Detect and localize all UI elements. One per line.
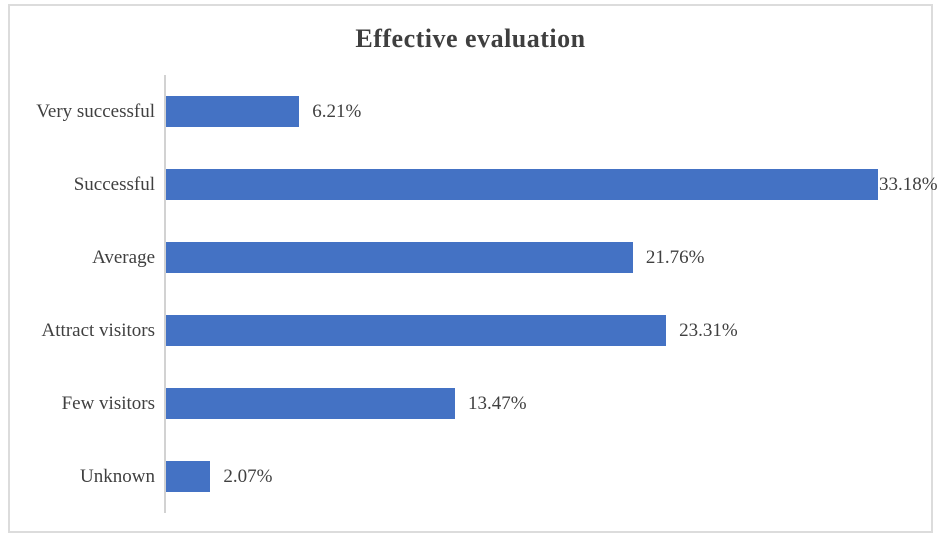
- bar: [166, 461, 211, 492]
- bar-track: 23.31%: [164, 294, 931, 367]
- bar-track: 33.18%: [164, 148, 938, 221]
- bar: [166, 315, 667, 346]
- chart-row: Few visitors 13.47%: [10, 367, 931, 440]
- plot-area: Very successful 6.21% Successful 33.18% …: [10, 75, 938, 513]
- chart-row: Unknown 2.07%: [10, 440, 931, 513]
- category-label: Unknown: [80, 465, 155, 487]
- chart-row: Very successful 6.21%: [10, 75, 931, 148]
- chart-row: Average 21.76%: [10, 221, 931, 294]
- value-label: 23.31%: [679, 319, 738, 341]
- chart-frame: Effective evaluation Very successful 6.2…: [8, 4, 938, 533]
- value-label: 13.47%: [468, 392, 527, 414]
- bar-track: 2.07%: [164, 440, 931, 513]
- bar: [166, 169, 878, 200]
- bar-track: 13.47%: [164, 367, 931, 440]
- category-label: Average: [92, 246, 155, 268]
- chart-title: Effective evaluation: [355, 24, 586, 53]
- bar-track: 21.76%: [164, 221, 931, 294]
- bar: [166, 242, 633, 273]
- chart-row: Attract visitors 23.31%: [10, 294, 931, 367]
- bar-track: 6.21%: [164, 75, 931, 148]
- chart-row: Successful 33.18%: [10, 148, 938, 221]
- category-label: Attract visitors: [41, 319, 155, 341]
- value-label: 6.21%: [312, 100, 362, 122]
- category-label: Few visitors: [61, 392, 155, 414]
- category-label: Successful: [73, 173, 155, 195]
- value-label: 33.18%: [878, 173, 938, 195]
- value-label: 2.07%: [223, 465, 273, 487]
- bar: [166, 96, 300, 127]
- bar: [166, 388, 456, 419]
- value-label: 21.76%: [645, 246, 705, 268]
- category-label: Very successful: [36, 100, 155, 122]
